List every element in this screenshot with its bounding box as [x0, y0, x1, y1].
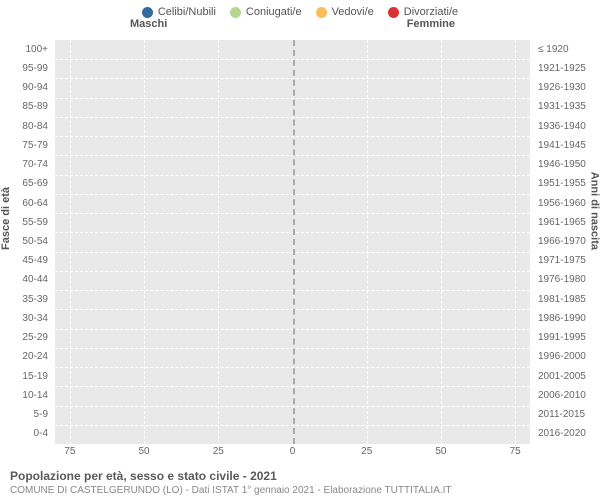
gender-headers: Maschi Femmine — [0, 18, 600, 34]
pyramid-row — [55, 100, 530, 115]
population-pyramid-chart: Celibi/Nubili Coniugati/e Vedovi/e Divorzia… — [0, 0, 600, 500]
legend-label: Celibi/Nubili — [158, 6, 216, 18]
legend-item: Divorziati/e — [388, 6, 458, 18]
legend: Celibi/Nubili Coniugati/e Vedovi/e Divorzia… — [0, 0, 600, 18]
pyramid-row — [55, 42, 530, 57]
birth-label: 2001-2005 — [534, 371, 600, 382]
age-label: 35-39 — [0, 294, 52, 305]
birth-label: 1991-1995 — [534, 332, 600, 343]
birth-label: 1971-1975 — [534, 255, 600, 266]
birth-label: 1946-1950 — [534, 159, 600, 170]
legend-swatch — [142, 7, 153, 18]
x-tick-label: 25 — [213, 446, 224, 457]
pyramid-row — [55, 81, 530, 96]
birth-label: 2011-2015 — [534, 409, 600, 420]
birth-label: 1931-1935 — [534, 101, 600, 112]
age-label: 90-94 — [0, 82, 52, 93]
age-label: 85-89 — [0, 101, 52, 112]
age-label: 75-79 — [0, 140, 52, 151]
header-males: Maschi — [130, 18, 167, 30]
birth-label: 1986-1990 — [534, 313, 600, 324]
age-label: 70-74 — [0, 159, 52, 170]
chart-subtitle: COMUNE DI CASTELGERUNDO (LO) - Dati ISTA… — [10, 485, 590, 496]
age-label: 10-14 — [0, 390, 52, 401]
birth-label: 1941-1945 — [534, 140, 600, 151]
plot-area — [55, 40, 530, 444]
pyramid-row — [55, 408, 530, 423]
legend-item: Vedovi/e — [316, 6, 374, 18]
age-label: 20-24 — [0, 351, 52, 362]
age-label: 25-29 — [0, 332, 52, 343]
pyramid-row — [55, 427, 530, 442]
legend-item: Coniugati/e — [230, 6, 302, 18]
birth-label: 1936-1940 — [534, 121, 600, 132]
birth-label: 1921-1925 — [534, 63, 600, 74]
x-axis: 75 50 25 0 25 50 75 — [55, 446, 530, 460]
legend-swatch — [230, 7, 241, 18]
birth-label: 1976-1980 — [534, 274, 600, 285]
pyramid-row — [55, 138, 530, 153]
age-label: 45-49 — [0, 255, 52, 266]
pyramid-row — [55, 234, 530, 249]
age-label: 30-34 — [0, 313, 52, 324]
birth-label: 1926-1930 — [534, 82, 600, 93]
yaxis-title-left: Fasce di età — [0, 187, 12, 250]
pyramid-row — [55, 292, 530, 307]
pyramid-row — [55, 388, 530, 403]
age-label: 80-84 — [0, 121, 52, 132]
age-label: 5-9 — [0, 409, 52, 420]
x-tick-label: 50 — [435, 446, 446, 457]
pyramid-row — [55, 331, 530, 346]
x-tick-label: 75 — [510, 446, 521, 457]
chart-title: Popolazione per età, sesso e stato civil… — [10, 469, 590, 483]
legend-swatch — [388, 7, 399, 18]
birth-label: 1996-2000 — [534, 351, 600, 362]
birth-label: 1981-1985 — [534, 294, 600, 305]
birth-label: ≤ 1920 — [534, 44, 600, 55]
pyramid-row — [55, 215, 530, 230]
x-tick-label: 0 — [290, 446, 296, 457]
legend-swatch — [316, 7, 327, 18]
pyramid-row — [55, 273, 530, 288]
x-tick-label: 75 — [64, 446, 75, 457]
age-label: 0-4 — [0, 428, 52, 439]
pyramid-row — [55, 350, 530, 365]
pyramid-row — [55, 177, 530, 192]
header-females: Femmine — [407, 18, 455, 30]
x-tick-label: 25 — [361, 446, 372, 457]
pyramid-row — [55, 254, 530, 269]
legend-label: Divorziati/e — [404, 6, 458, 18]
legend-label: Vedovi/e — [332, 6, 374, 18]
pyramid-row — [55, 196, 530, 211]
legend-item: Celibi/Nubili — [142, 6, 216, 18]
yaxis-title-right: Anni di nascita — [588, 172, 600, 250]
age-label: 95-99 — [0, 63, 52, 74]
pyramid-row — [55, 61, 530, 76]
age-label: 15-19 — [0, 371, 52, 382]
chart-footer: Popolazione per età, sesso e stato civil… — [10, 469, 590, 496]
age-label: 100+ — [0, 44, 52, 55]
pyramid-row — [55, 158, 530, 173]
pyramid-row — [55, 311, 530, 326]
birth-label: 2016-2020 — [534, 428, 600, 439]
pyramid-row — [55, 119, 530, 134]
x-tick-label: 50 — [139, 446, 150, 457]
birth-label: 2006-2010 — [534, 390, 600, 401]
age-label: 40-44 — [0, 274, 52, 285]
legend-label: Coniugati/e — [246, 6, 302, 18]
pyramid-row — [55, 369, 530, 384]
